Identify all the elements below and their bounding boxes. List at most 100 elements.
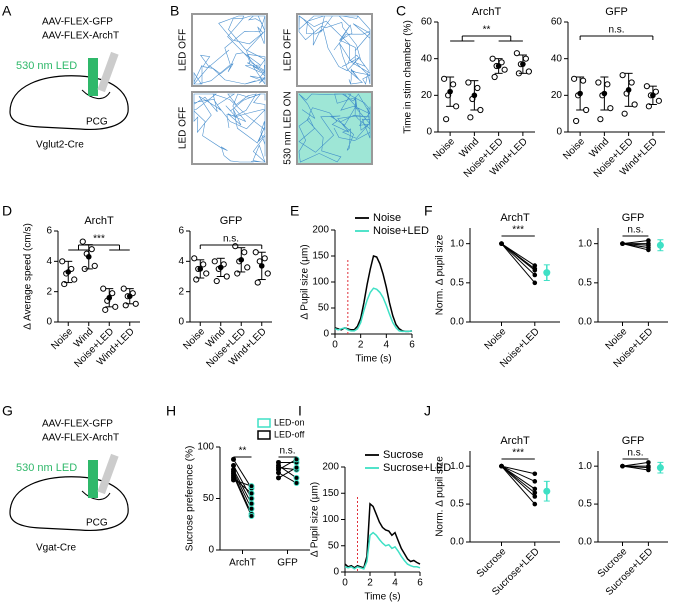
y-axis-label: Time in stim chamber (%)	[403, 20, 414, 134]
x-tick-label: GFP	[277, 558, 298, 569]
track	[298, 93, 371, 163]
y-tick-label: 20	[551, 90, 563, 101]
chamber	[296, 13, 373, 87]
y-axis-label: Δ Pupil size (μm)	[300, 244, 311, 319]
significance-label: ***	[512, 225, 524, 236]
data-point	[254, 279, 261, 286]
panel-label: I	[298, 403, 302, 419]
mean-marker	[495, 63, 502, 69]
x-tick-label: 2	[367, 578, 373, 589]
y-tick-label: 0.5	[450, 277, 464, 288]
lit-chamber	[297, 92, 372, 164]
panel-label: D	[2, 203, 12, 219]
mean-marker	[447, 88, 453, 95]
mean-marker	[656, 464, 664, 472]
pair-line	[501, 243, 536, 276]
chart-title: ArchT	[500, 212, 530, 224]
y-tick-label: 2	[178, 286, 184, 297]
y-tick-label: 100	[312, 277, 329, 288]
data-point	[491, 73, 498, 81]
data-point	[619, 72, 626, 79]
pair-line	[622, 240, 649, 245]
significance-label: **	[239, 446, 247, 457]
pair-line	[501, 243, 536, 271]
panel-label: E	[290, 203, 299, 219]
injector	[97, 51, 119, 93]
data-point	[604, 81, 611, 88]
data-point	[621, 110, 628, 117]
vector-label: AAV-FLEX-ArchT	[42, 433, 119, 444]
y-tick-label: 0.0	[450, 537, 464, 548]
y-tick-label: 6	[178, 226, 184, 237]
significance-label: ***	[93, 234, 105, 245]
mean-marker	[471, 92, 478, 99]
data-point	[499, 241, 504, 246]
brain	[9, 476, 129, 532]
y-tick-label: 50	[328, 540, 340, 551]
y-tick-label: 0	[46, 317, 52, 328]
data-point	[231, 463, 236, 469]
x-tick-label: Noise	[49, 326, 75, 352]
data-point	[200, 261, 207, 268]
significance-label: **	[483, 25, 491, 36]
pair-line	[233, 479, 252, 487]
y-tick-label: 60	[421, 17, 433, 28]
data-point	[293, 480, 300, 487]
data-point	[532, 280, 538, 286]
brain-region	[81, 490, 111, 500]
y-tick-label: 4	[178, 256, 184, 267]
x-axis-label: Time (s)	[355, 354, 391, 365]
data-point	[112, 303, 119, 310]
track	[193, 93, 266, 163]
chamber	[296, 91, 373, 165]
x-tick-label: Noise	[561, 136, 587, 162]
chart-title: GFP	[622, 212, 645, 224]
data-point	[620, 463, 625, 469]
data-point	[467, 114, 474, 121]
data-point	[211, 258, 218, 265]
line-series	[334, 287, 413, 333]
x-tick-label: 2	[358, 340, 364, 351]
data-point	[453, 103, 460, 110]
light-label: 530 nm LED	[16, 462, 77, 474]
panel-label: C	[396, 3, 406, 19]
mean-marker	[258, 263, 265, 269]
data-point	[248, 490, 255, 497]
y-tick-label: 1.0	[578, 238, 592, 249]
pair-line	[622, 465, 649, 471]
significance-label: ***	[512, 448, 524, 459]
panel-a-diagram: AAV-FLEX-GFP AAV-FLEX-ArchT 530 nm LED P…	[9, 17, 129, 151]
y-tick-label: 40	[551, 53, 563, 64]
mean-marker	[601, 90, 608, 97]
x-tick-label: Noise	[483, 326, 509, 352]
mean-marker	[577, 90, 583, 97]
panel-label: B	[170, 3, 179, 19]
chamber-label: LED OFF	[178, 29, 189, 71]
mean-marker	[126, 293, 133, 300]
x-tick-label: ArchT	[229, 558, 256, 569]
data-point	[203, 270, 210, 277]
data-point	[620, 241, 625, 246]
data-point	[450, 81, 457, 88]
y-tick-label: 0.0	[578, 317, 592, 328]
data-point	[102, 306, 109, 313]
data-point	[91, 262, 98, 269]
mean-marker	[543, 487, 551, 495]
data-point	[628, 79, 635, 86]
data-point	[100, 285, 107, 292]
pair-line	[233, 469, 252, 504]
data-point	[580, 77, 587, 84]
legend-label: Sucrose+LED	[383, 462, 451, 474]
x-tick-label: Sucrose+LED	[604, 546, 656, 598]
data-point	[525, 68, 532, 75]
legend-label: Noise	[373, 212, 401, 224]
data-point	[477, 106, 484, 114]
vector-label: AAV-FLEX-GFP	[42, 17, 113, 28]
y-axis-label: Sucrose preference (%)	[185, 446, 196, 552]
legend-label: LED-on	[274, 417, 305, 427]
data-point	[109, 290, 116, 297]
y-tick-label: 100	[322, 514, 339, 525]
data-point	[293, 464, 300, 471]
x-axis-label: Time (s)	[364, 592, 400, 603]
